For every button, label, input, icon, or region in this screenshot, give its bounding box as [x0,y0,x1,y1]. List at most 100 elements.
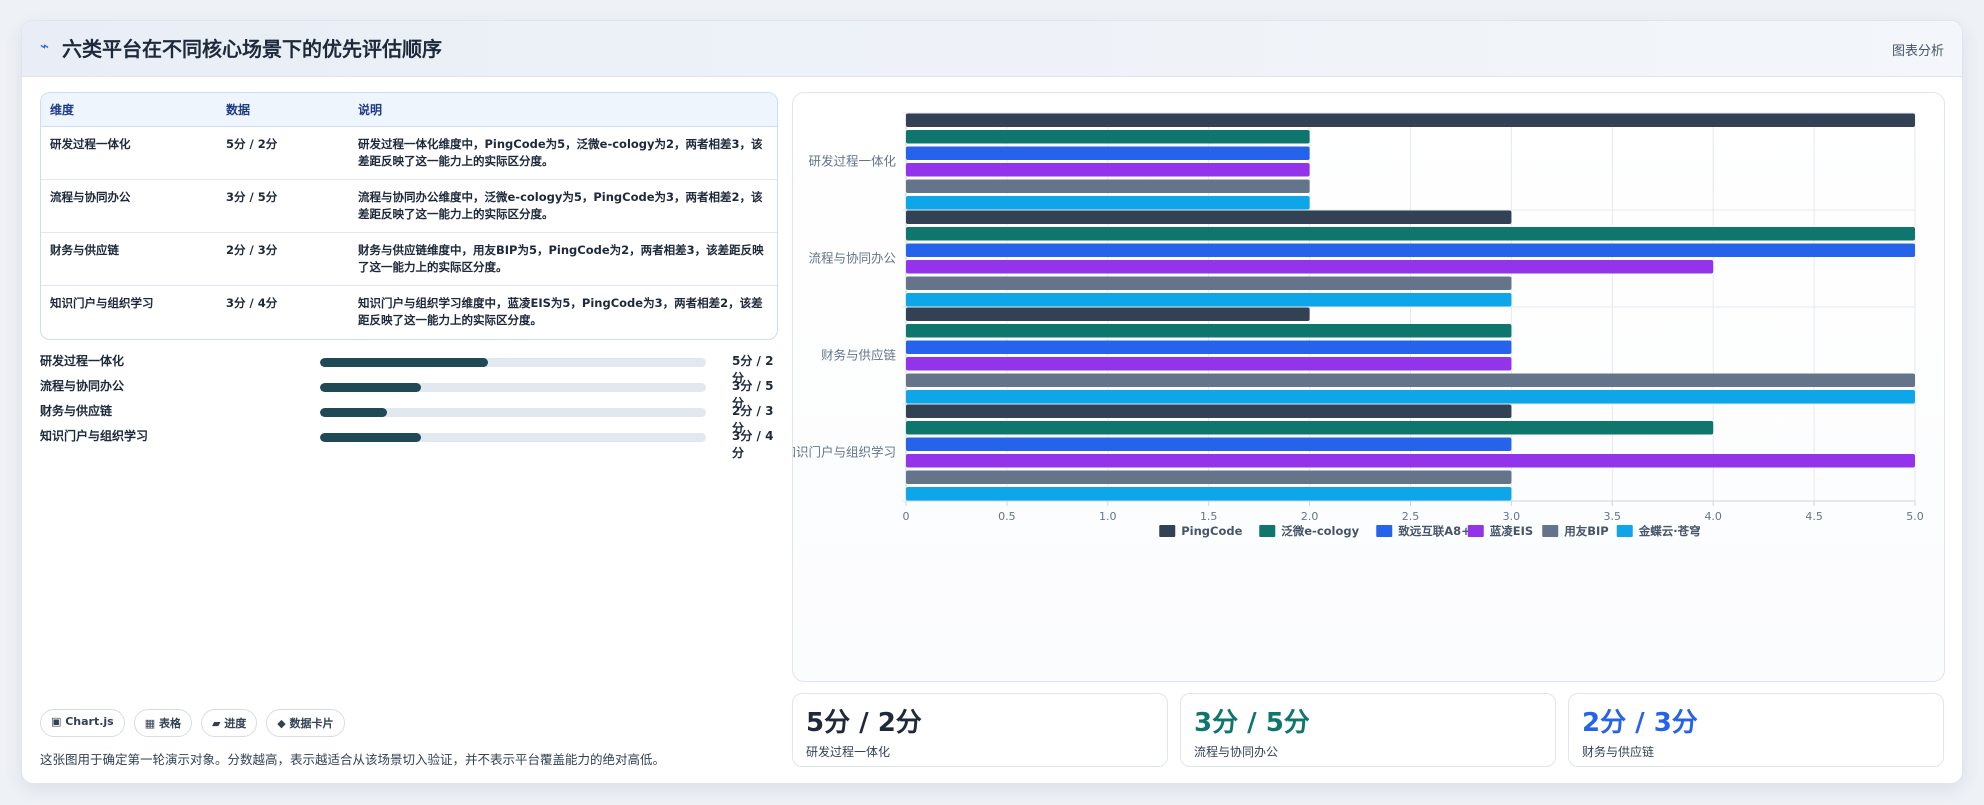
x-tick-label: 2.5 [1402,510,1420,523]
progress-value: 2分 / 3分 [732,404,774,435]
cell-dimension: 财务与供应链 [41,232,217,286]
bar [906,196,1310,210]
progress-track [320,358,706,367]
progress-label: 知识门户与组织学习 [40,429,149,443]
chip-table[interactable]: ▦ 表格 [133,709,192,737]
bar [906,260,1714,274]
bar [906,130,1310,144]
stat-card: 2分 / 3分 财务与供应链 [1568,693,1944,767]
bar [906,470,1512,484]
x-tick-label: 0.5 [998,510,1016,523]
progress-value: 3分 / 4分 [732,429,774,460]
bar [906,421,1714,435]
y-tick-label: 研发过程一体化 [808,154,896,169]
progress-fill [320,433,421,442]
y-tick-label: 流程与协同办公 [808,251,896,266]
stat-value: 2分 / 3分 [1582,708,1698,738]
bar [906,179,1310,193]
x-tick-label: 2.0 [1301,510,1319,523]
legend-swatch [1467,525,1484,537]
bar [906,454,1915,468]
table-row: 研发过程一体化 5分 / 2分 研发过程一体化维度中，PingCode为5，泛微… [41,126,777,180]
x-tick-label: 4.5 [1805,510,1823,523]
footnote: 这张图用于确定第一轮演示对象。分数越高，表示越适合从该场景切入验证，并不表示平台… [40,752,666,767]
legend-label: 用友BIP [1563,524,1608,538]
bar [906,163,1310,177]
cell-description: 财务与供应链维度中，用友BIP为5，PingCode为2，两者相差3，该差距反映… [349,232,777,286]
stat-value: 3分 / 5分 [1194,708,1310,738]
page-title: 六类平台在不同核心场景下的优先评估顺序 [62,37,442,61]
stat-label: 财务与供应链 [1582,745,1655,759]
chart-panel: 0 0.5 1.0 1.5 2.0 2.5 3.0 3.5 4.0 4.5 5.0 研发过程一体化 流程… [792,92,1945,682]
stat-label: 研发过程一体化 [806,745,891,759]
feature-chips: ▣ Chart.js ▦ 表格 ▰ 进度 ◆ 数据卡片 [40,709,345,737]
x-tick-label: 3.5 [1604,510,1622,523]
progress-row: 流程与协同办公 3分 / 5分 [40,377,778,410]
col-data: 数据 [217,93,349,127]
stat-card: 3分 / 5分 流程与协同办公 [1180,693,1556,767]
cell-dimension: 知识门户与组织学习 [50,295,154,310]
progress-value: 5分 / 2分 [732,354,774,385]
col-dimension: 维度 [41,93,217,127]
bar-chart: 0 0.5 1.0 1.5 2.0 2.5 3.0 3.5 4.0 4.5 5.0 研发过程一体化流程… [793,112,1924,538]
legend-label: 金蝶云·苍穹 [1638,524,1701,538]
progress-label: 财务与供应链 [40,404,113,418]
progress-track [320,383,706,392]
progress-label: 流程与协同办公 [40,379,125,393]
cell-description: 流程与协同办公维度中，泛微e-cology为5，PingCode为3，两者相差2… [349,179,777,233]
x-tick-label: 0 [903,510,910,523]
trend-icon: ⌁ [40,37,50,55]
progress-list: 研发过程一体化 5分 / 2分 流程与协同办公 3分 / 5分 财务与供应链 2… [40,352,778,460]
header: ⌁ 六类平台在不同核心场景下的优先评估顺序 图表分析 [22,21,1962,77]
x-tick-label: 3.0 [1503,510,1521,523]
legend-swatch [1376,525,1393,537]
stat-value: 5分 / 2分 [806,708,922,738]
table-row: 知识门户与组织学习 3分 / 4分 知识门户与组织学习维度中，蓝凌EIS为5，P… [41,285,777,338]
chip-progress[interactable]: ▰ 进度 [200,709,258,737]
legend-label: 致远互联A8+ [1398,524,1471,538]
bar [906,243,1915,257]
legend-label: 蓝凌EIS [1490,524,1533,538]
legend-swatch [1616,525,1633,537]
chip-data-card[interactable]: ◆ 数据卡片 [266,709,345,737]
chart-analysis-link[interactable]: 图表分析 [1891,44,1944,59]
bar [906,276,1512,290]
cell-data: 3分 / 4分 [226,295,278,310]
progress-label: 研发过程一体化 [40,354,125,368]
legend-swatch [1259,525,1276,537]
stat-label: 流程与协同办公 [1194,745,1279,759]
table-row: 财务与供应链 2分 / 3分 财务与供应链维度中，用友BIP为5，PingCod… [41,232,777,286]
cell-dimension: 流程与协同办公 [41,179,217,233]
legend-label: 泛微e-cology [1281,524,1359,538]
progress-fill [320,383,421,392]
bar [906,146,1310,160]
y-tick-label: 财务与供应链 [821,348,897,363]
cell-description: 知识门户与组织学习维度中，蓝凌EIS为5，PingCode为3，两者相差2，该差… [358,295,763,327]
legend-label: PingCode [1181,524,1242,538]
table-row: 流程与协同办公 3分 / 5分 流程与协同办公维度中，泛微e-cology为5，… [41,179,777,233]
main-card: ⌁ 六类平台在不同核心场景下的优先评估顺序 图表分析 维度 数据 说明 研发过程… [21,20,1963,784]
bar [906,340,1512,354]
progress-fill [320,358,488,367]
bar [906,437,1512,451]
x-tick-label: 1.5 [1200,510,1218,523]
bar [906,113,1915,127]
x-tick-label: 1.0 [1099,510,1117,523]
bar [906,390,1915,404]
progress-track [320,433,706,442]
progress-row: 知识门户与组织学习 3分 / 4分 [40,427,778,460]
legend-swatch [1159,525,1176,537]
chip-chartjs[interactable]: ▣ Chart.js [40,709,125,737]
col-description: 说明 [349,93,777,127]
stat-card: 5分 / 2分 研发过程一体化 [792,693,1168,767]
cell-description: 研发过程一体化维度中，PingCode为5，泛微e-cology为2，两者相差3… [349,126,777,180]
bar [906,293,1512,307]
bar [906,373,1915,387]
bar [906,210,1512,224]
y-tick-label: 知识门户与组织学习 [793,445,896,460]
bar [906,357,1512,371]
cell-data: 3分 / 5分 [217,179,349,233]
progress-value: 3分 / 5分 [732,379,774,410]
bar [906,404,1512,418]
bar [906,307,1310,321]
